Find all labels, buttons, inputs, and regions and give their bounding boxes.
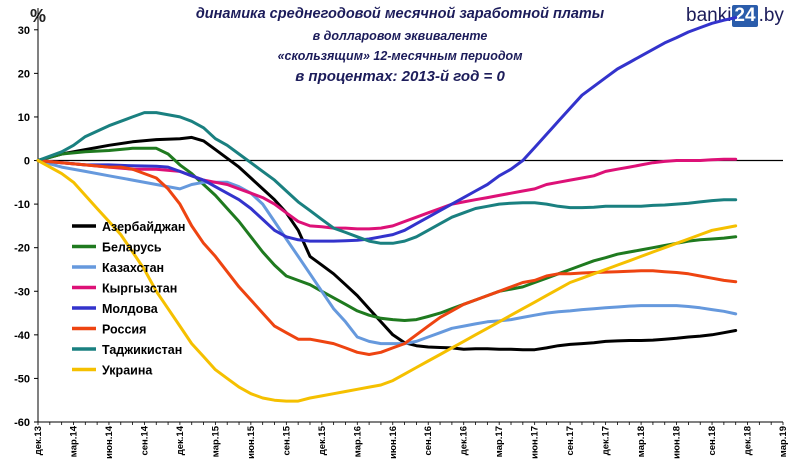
legend-label: Казахстан xyxy=(102,261,164,275)
chart-title-line-4: в процентах: 2013-й год = 0 xyxy=(295,68,505,85)
legend-label: Кыргызстан xyxy=(102,282,177,296)
chart-title-line-1: динамика среднегодовой месячной заработн… xyxy=(195,6,605,22)
legend-label: Россия xyxy=(102,323,146,337)
y-tick-label: -50 xyxy=(14,373,30,385)
y-tick-label: 30 xyxy=(18,25,30,37)
legend-label: Молдова xyxy=(102,302,159,316)
y-tick-label: 10 xyxy=(18,112,30,124)
x-tick-label: сен.15 xyxy=(281,425,292,455)
x-tick-label: июн.17 xyxy=(530,426,541,459)
x-tick-label: мар.15 xyxy=(210,425,221,457)
x-tick-label: июн.16 xyxy=(388,426,399,459)
chart-title-line-2: в долларовом эквиваленте xyxy=(312,29,488,43)
series-line xyxy=(36,157,738,231)
y-tick-label: -10 xyxy=(14,199,30,211)
x-tick-label: июн.18 xyxy=(672,426,683,459)
x-tick-label: дек.18 xyxy=(743,426,754,455)
series-line xyxy=(36,146,738,322)
x-tick-label: мар.16 xyxy=(352,426,363,457)
x-tick-label: мар.19 xyxy=(778,426,789,457)
x-tick-label: сен.16 xyxy=(423,426,434,456)
x-tick-label: дек.14 xyxy=(175,425,186,455)
logo-text-suffix: .by xyxy=(758,5,784,26)
x-tick-label: дек.17 xyxy=(601,426,612,455)
chart-title-line-3: «скользящим» 12-месячным периодом xyxy=(277,49,523,63)
legend-label: Азербайджан xyxy=(102,220,185,234)
legend-label: Таджикистан xyxy=(102,343,182,357)
legend-label: Беларусь xyxy=(102,241,162,255)
x-tick-label: июн.14 xyxy=(104,425,115,459)
series-line xyxy=(36,135,738,352)
x-tick-label: дек.16 xyxy=(459,426,470,455)
y-tick-label: -40 xyxy=(14,330,30,342)
x-tick-label: мар.17 xyxy=(494,426,505,457)
y-tick-label: -30 xyxy=(14,286,30,298)
y-tick-label: -60 xyxy=(14,417,30,429)
x-tick-label: мар.14 xyxy=(68,425,79,457)
x-tick-label: мар.18 xyxy=(636,426,647,457)
x-tick-label: сен.18 xyxy=(707,426,718,456)
series-line xyxy=(36,159,738,356)
x-tick-label: дек.15 xyxy=(317,425,328,455)
y-tick-label: 20 xyxy=(18,68,30,80)
y-tick-label: 0 xyxy=(24,156,30,168)
x-tick-label: июн.15 xyxy=(246,425,257,459)
legend-label: Украина xyxy=(102,364,153,378)
x-tick-label: сен.14 xyxy=(139,425,150,455)
y-tick-label: -20 xyxy=(14,243,30,255)
x-tick-label: сен.17 xyxy=(565,426,576,456)
series-line xyxy=(36,111,738,245)
x-tick-label: дек.13 xyxy=(33,426,44,455)
logo-text-box: 24 xyxy=(732,5,758,27)
series-line xyxy=(36,159,738,403)
series-line xyxy=(36,16,738,243)
